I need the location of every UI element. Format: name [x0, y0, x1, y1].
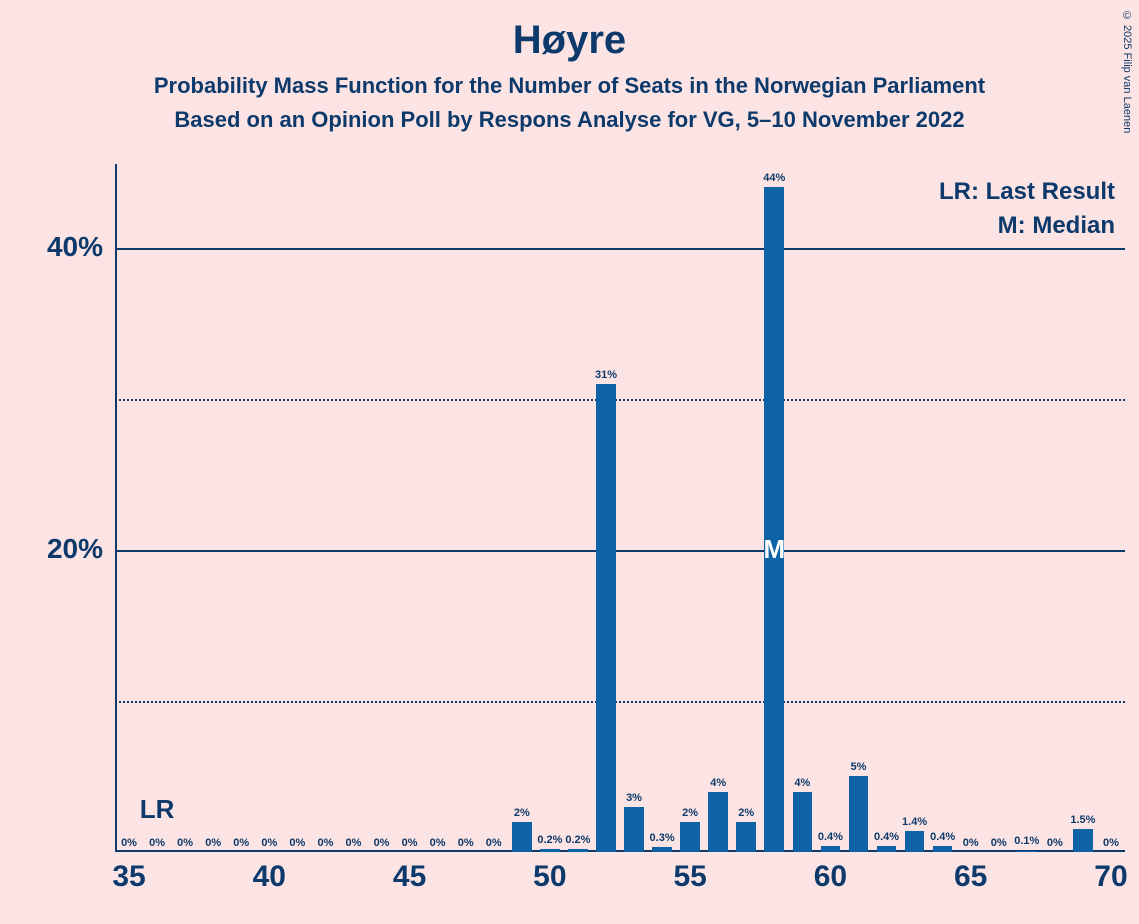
bar-label: 2%	[514, 807, 530, 819]
x-tick-label: 60	[814, 860, 847, 894]
bar-label: 0%	[177, 837, 193, 849]
bar-label: 0%	[486, 837, 502, 849]
x-tick-label: 35	[112, 860, 145, 894]
y-tick-label: 40%	[13, 231, 103, 263]
bar-label: 0.3%	[650, 832, 675, 844]
chart-subtitle-1: Probability Mass Function for the Number…	[0, 73, 1139, 99]
bar-label: 31%	[595, 369, 617, 381]
x-tick-label: 55	[673, 860, 706, 894]
bar-label: 0%	[374, 837, 390, 849]
bar-label: 0%	[233, 837, 249, 849]
y-axis	[115, 164, 117, 852]
bar	[624, 807, 644, 852]
bar-label: 3%	[626, 792, 642, 804]
bar-label: 0.2%	[565, 834, 590, 846]
lr-marker: LR	[140, 794, 175, 825]
bar-label: 0%	[1047, 837, 1063, 849]
bar-label: 0%	[430, 837, 446, 849]
bar	[849, 776, 869, 852]
bar-label: 0.4%	[930, 831, 955, 843]
bar-label: 0.4%	[818, 831, 843, 843]
bar-label: 0%	[402, 837, 418, 849]
chart-title: Høyre	[0, 0, 1139, 63]
bar	[1017, 851, 1037, 853]
bar-label: 2%	[738, 807, 754, 819]
bar-label: 1.4%	[902, 816, 927, 828]
x-tick-label: 45	[393, 860, 426, 894]
gridline-minor	[115, 399, 1125, 401]
bar	[793, 792, 813, 852]
bar	[736, 822, 756, 852]
x-tick-label: 70	[1094, 860, 1127, 894]
bar-label: 0%	[458, 837, 474, 849]
bar-label: 0%	[149, 837, 165, 849]
bar-label: 0%	[963, 837, 979, 849]
bar	[512, 822, 532, 852]
legend-lr: LR: Last Result	[939, 178, 1115, 206]
bar-label: 4%	[710, 777, 726, 789]
bar	[933, 846, 953, 852]
bar-label: 0%	[261, 837, 277, 849]
bar-label: 5%	[851, 761, 867, 773]
bar-label: 2%	[682, 807, 698, 819]
bar	[1073, 829, 1093, 852]
bar	[596, 384, 616, 852]
gridline-major	[115, 550, 1125, 552]
copyright-text: © 2025 Filip van Laenen	[1121, 10, 1133, 133]
bar	[652, 847, 672, 852]
bar	[708, 792, 728, 852]
bar	[905, 831, 925, 852]
bar-label: 0.4%	[874, 831, 899, 843]
x-tick-label: 40	[253, 860, 286, 894]
bar-label: 1.5%	[1070, 814, 1095, 826]
bar-label: 0.2%	[537, 834, 562, 846]
bar-label: 0%	[1103, 837, 1119, 849]
bar	[568, 849, 588, 852]
bar-label: 0%	[346, 837, 362, 849]
plot-area: 20%40%35404550556065700%0%0%0%0%0%0%0%0%…	[115, 172, 1125, 852]
x-tick-label: 65	[954, 860, 987, 894]
bar	[877, 846, 897, 852]
bar	[764, 187, 784, 852]
bar	[680, 822, 700, 852]
bar-label: 44%	[763, 172, 785, 184]
x-tick-label: 50	[533, 860, 566, 894]
bar-label: 0%	[289, 837, 305, 849]
chart-subtitle-2: Based on an Opinion Poll by Respons Anal…	[0, 107, 1139, 133]
bar-label: 0%	[205, 837, 221, 849]
gridline-minor	[115, 701, 1125, 703]
chart-container: © 2025 Filip van Laenen Høyre Probabilit…	[0, 0, 1139, 924]
y-tick-label: 20%	[13, 533, 103, 565]
bar-label: 0%	[317, 837, 333, 849]
bar	[821, 846, 841, 852]
x-axis	[115, 850, 1125, 852]
median-marker: M	[763, 534, 785, 565]
bar-label: 0%	[991, 837, 1007, 849]
bar-label: 0%	[121, 837, 137, 849]
bar	[540, 849, 560, 852]
gridline-major	[115, 248, 1125, 250]
bar-label: 4%	[794, 777, 810, 789]
legend-m: M: Median	[998, 212, 1115, 240]
bar-label: 0.1%	[1014, 835, 1039, 847]
